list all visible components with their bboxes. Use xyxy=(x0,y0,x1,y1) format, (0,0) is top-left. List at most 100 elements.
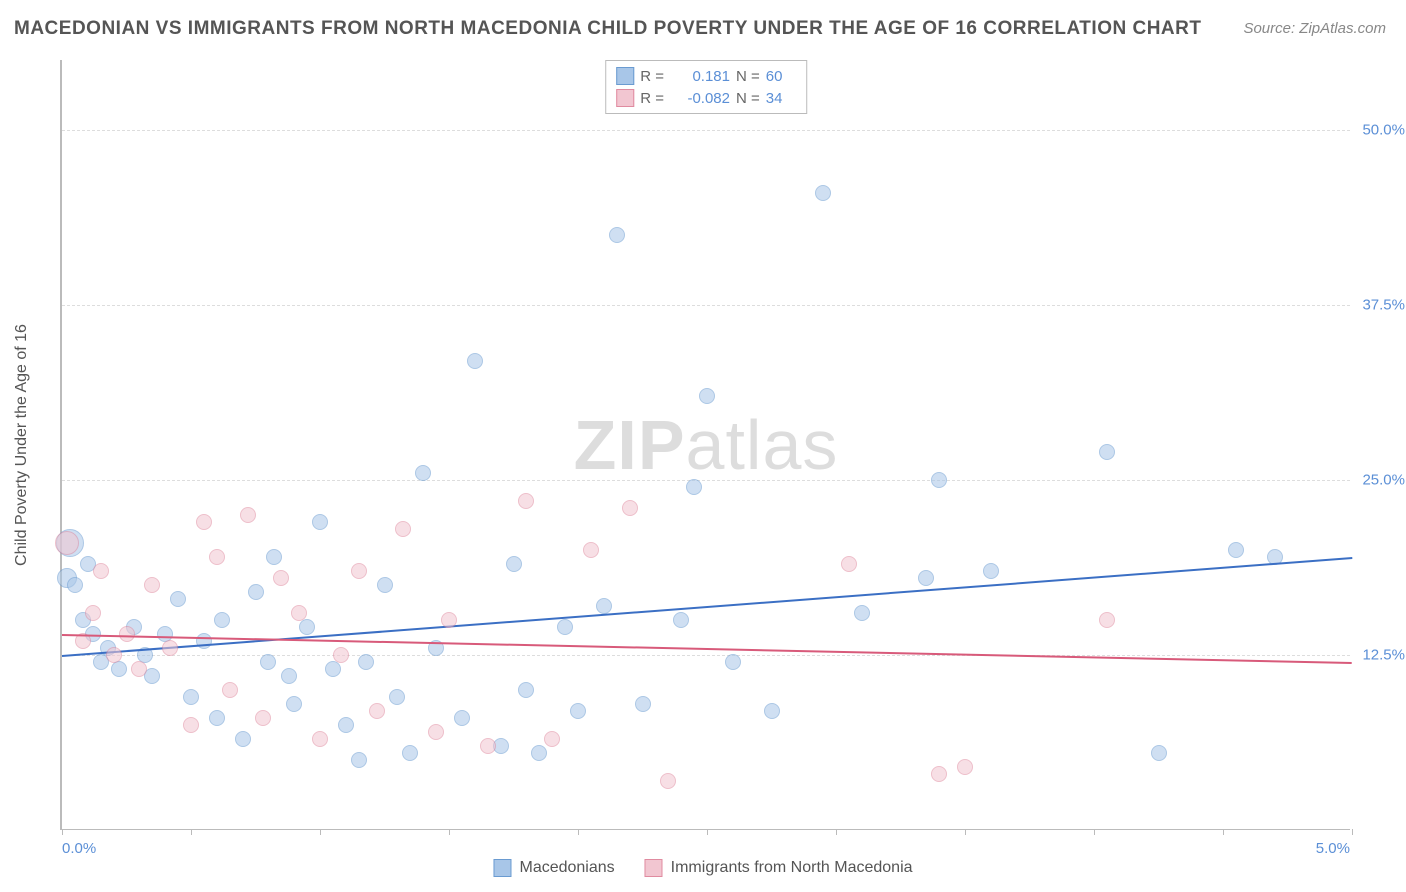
data-point xyxy=(854,605,870,621)
chart-area: Child Poverty Under the Age of 16 ZIPatl… xyxy=(50,60,1350,830)
n-value-2: 34 xyxy=(766,90,796,107)
data-point xyxy=(660,773,676,789)
scatter-plot: ZIPatlas R = 0.181 N = 60 R = -0.082 N =… xyxy=(60,60,1350,830)
legend-swatch-1 xyxy=(493,859,511,877)
data-point xyxy=(454,710,470,726)
data-point xyxy=(480,738,496,754)
data-point xyxy=(764,703,780,719)
data-point xyxy=(291,605,307,621)
data-point xyxy=(144,577,160,593)
legend-label-1: Macedonians xyxy=(519,859,614,877)
y-tick-label: 37.5% xyxy=(1362,297,1405,314)
data-point xyxy=(111,661,127,677)
data-point xyxy=(506,556,522,572)
data-point xyxy=(570,703,586,719)
data-point xyxy=(467,353,483,369)
data-point xyxy=(260,654,276,670)
x-tick xyxy=(1094,829,1095,835)
x-tick xyxy=(1352,829,1353,835)
data-point xyxy=(686,479,702,495)
data-point xyxy=(1099,612,1115,628)
data-point xyxy=(299,619,315,635)
data-point xyxy=(1228,542,1244,558)
x-tick xyxy=(836,829,837,835)
data-point xyxy=(248,584,264,600)
data-point xyxy=(214,612,230,628)
data-point xyxy=(93,563,109,579)
data-point xyxy=(67,577,83,593)
stats-row-2: R = -0.082 N = 34 xyxy=(616,87,796,109)
data-point xyxy=(55,531,79,555)
data-point xyxy=(235,731,251,747)
r-value-2: -0.082 xyxy=(670,90,730,107)
data-point xyxy=(596,598,612,614)
data-point xyxy=(273,570,289,586)
n-value-1: 60 xyxy=(766,68,796,85)
data-point xyxy=(583,542,599,558)
data-point xyxy=(622,500,638,516)
x-tick xyxy=(62,829,63,835)
x-tick xyxy=(965,829,966,835)
data-point xyxy=(281,668,297,684)
gridline xyxy=(62,130,1350,131)
legend-label-2: Immigrants from North Macedonia xyxy=(671,859,913,877)
data-point xyxy=(131,661,147,677)
legend-swatch-2 xyxy=(645,859,663,877)
swatch-series-2 xyxy=(616,89,634,107)
data-point xyxy=(209,549,225,565)
data-point xyxy=(428,724,444,740)
chart-title: MACEDONIAN VS IMMIGRANTS FROM NORTH MACE… xyxy=(14,18,1201,40)
stats-row-1: R = 0.181 N = 60 xyxy=(616,65,796,87)
swatch-series-1 xyxy=(616,67,634,85)
data-point xyxy=(402,745,418,761)
data-point xyxy=(162,640,178,656)
data-point xyxy=(358,654,374,670)
data-point xyxy=(196,514,212,530)
n-label-1: N = xyxy=(736,68,760,85)
data-point xyxy=(222,682,238,698)
y-tick-label: 25.0% xyxy=(1362,472,1405,489)
data-point xyxy=(183,689,199,705)
trend-line xyxy=(62,557,1352,657)
bottom-legend: Macedonians Immigrants from North Macedo… xyxy=(493,859,912,877)
r-label-2: R = xyxy=(640,90,664,107)
x-axis-right-label: 5.0% xyxy=(1316,840,1350,857)
data-point xyxy=(957,759,973,775)
data-point xyxy=(338,717,354,733)
data-point xyxy=(931,472,947,488)
data-point xyxy=(333,647,349,663)
data-point xyxy=(1151,745,1167,761)
data-point xyxy=(369,703,385,719)
data-point xyxy=(312,514,328,530)
data-point xyxy=(351,563,367,579)
data-point xyxy=(255,710,271,726)
x-tick xyxy=(1223,829,1224,835)
gridline xyxy=(62,305,1350,306)
data-point xyxy=(377,577,393,593)
data-point xyxy=(841,556,857,572)
data-point xyxy=(183,717,199,733)
gridline xyxy=(62,480,1350,481)
data-point xyxy=(518,682,534,698)
data-point xyxy=(815,185,831,201)
data-point xyxy=(106,647,122,663)
x-tick xyxy=(191,829,192,835)
x-tick xyxy=(320,829,321,835)
x-axis-left-label: 0.0% xyxy=(62,840,96,857)
legend-item-1: Macedonians xyxy=(493,859,614,877)
data-point xyxy=(518,493,534,509)
data-point xyxy=(983,563,999,579)
data-point xyxy=(699,388,715,404)
x-tick xyxy=(578,829,579,835)
watermark-light: atlas xyxy=(686,406,839,484)
data-point xyxy=(325,661,341,677)
data-point xyxy=(673,612,689,628)
data-point xyxy=(351,752,367,768)
data-point xyxy=(389,689,405,705)
x-tick xyxy=(707,829,708,835)
gridline xyxy=(62,655,1350,656)
r-value-1: 0.181 xyxy=(670,68,730,85)
data-point xyxy=(395,521,411,537)
watermark-bold: ZIP xyxy=(574,406,686,484)
source-label: Source: ZipAtlas.com xyxy=(1243,20,1386,37)
